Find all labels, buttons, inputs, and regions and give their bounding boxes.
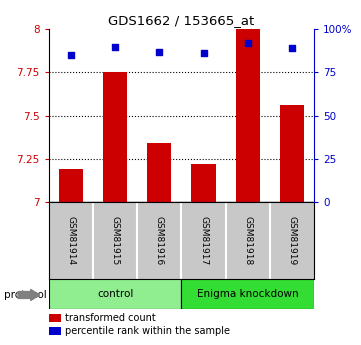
Bar xyxy=(147,143,171,202)
Text: transformed count: transformed count xyxy=(65,313,156,323)
Bar xyxy=(59,169,83,202)
Bar xyxy=(191,164,216,202)
Point xyxy=(245,40,251,46)
Text: GSM81916: GSM81916 xyxy=(155,216,164,265)
Bar xyxy=(236,29,260,202)
Point xyxy=(289,46,295,51)
Bar xyxy=(181,279,314,309)
Point xyxy=(156,49,162,55)
Point xyxy=(68,52,74,58)
Text: Enigma knockdown: Enigma knockdown xyxy=(197,289,299,299)
Title: GDS1662 / 153665_at: GDS1662 / 153665_at xyxy=(108,14,255,27)
Bar xyxy=(280,105,304,202)
Text: percentile rank within the sample: percentile rank within the sample xyxy=(65,326,230,336)
Text: GSM81918: GSM81918 xyxy=(243,216,252,265)
Text: GSM81917: GSM81917 xyxy=(199,216,208,265)
Point xyxy=(201,51,206,56)
Text: GSM81915: GSM81915 xyxy=(110,216,119,265)
Bar xyxy=(103,72,127,202)
Point xyxy=(112,44,118,49)
Text: control: control xyxy=(97,289,133,299)
Text: GSM81919: GSM81919 xyxy=(287,216,296,265)
Text: protocol: protocol xyxy=(4,290,46,300)
Bar xyxy=(49,279,181,309)
Text: GSM81914: GSM81914 xyxy=(66,216,75,265)
